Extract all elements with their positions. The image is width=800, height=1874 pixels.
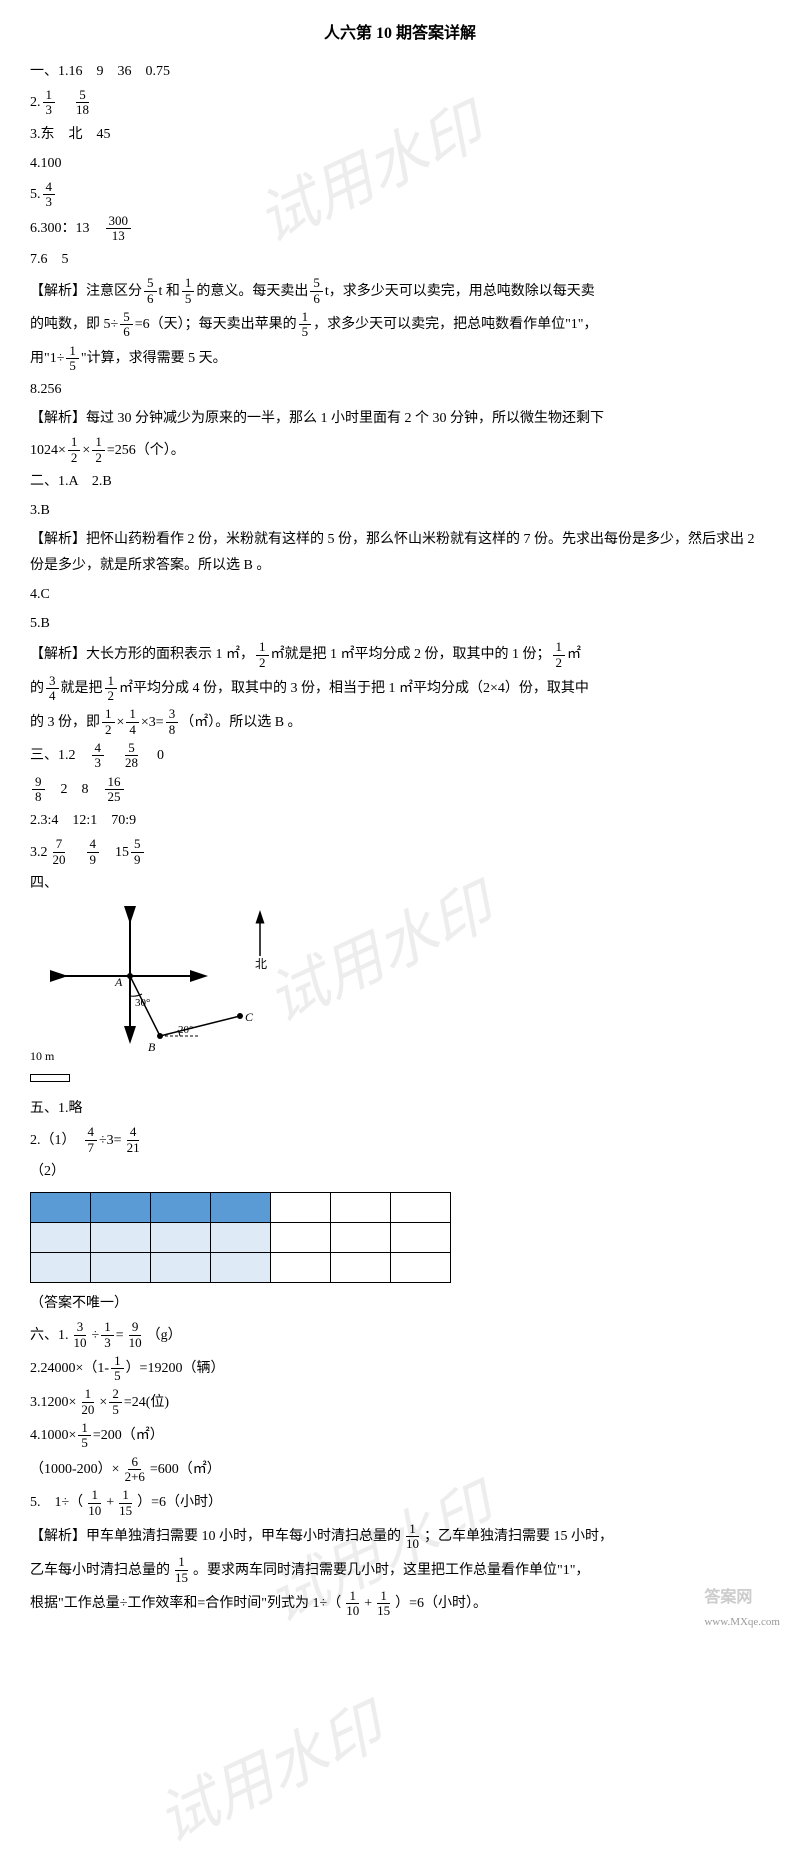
svg-text:B: B	[148, 1040, 156, 1054]
table-row	[31, 1223, 451, 1253]
table-row	[31, 1253, 451, 1283]
fraction: 30013	[106, 214, 132, 244]
svg-text:A: A	[114, 975, 123, 989]
s1-q2: 2. 13 518	[30, 88, 770, 118]
scale-bar-icon	[30, 1074, 70, 1082]
s1-q7: 7.6 5	[30, 247, 770, 272]
s1-q7-exp1: 【解析】注意区分 56 t 和 15 的意义。每天卖出 56 t，求多少天可以卖…	[30, 276, 770, 306]
table-row	[31, 1193, 451, 1223]
s4-label: 四、	[30, 871, 770, 896]
s6-q5-exp1: 【解析】甲车单独清扫需要 10 小时，甲车每小时清扫总量的 110 ；乙车单独清…	[30, 1522, 770, 1552]
s1-q7-exp2: 的吨数，即 5÷ 56 =6（天）；每天卖出苹果的 15 ，求多少天可以卖完，把…	[30, 310, 770, 340]
page-title: 人六第 10 期答案详解	[30, 20, 770, 49]
text: 5.	[30, 182, 41, 207]
s3-q2: 2.3:4 12:1 70:9	[30, 808, 770, 833]
svg-text:30°: 30°	[135, 997, 150, 1009]
s1-q1: 一、1.16 9 36 0.75	[30, 59, 770, 84]
s2-q5-exp2: 的 34 就是把 12 ㎡平均分成 4 份，取其中的 3 份，相当于把 1 ㎡平…	[30, 674, 770, 704]
answer-table	[30, 1192, 451, 1283]
text: 6.300：13	[30, 216, 104, 241]
fraction: 13	[43, 88, 56, 118]
s2-q4: 4.C	[30, 582, 770, 607]
s6-q5: 5. 1÷（ 110 + 115 ）=6（小时）	[30, 1488, 770, 1518]
direction-diagram: 北 A B 30° C 20° 10 m	[30, 906, 330, 1086]
diagram-svg: 北 A B 30° C 20°	[30, 906, 330, 1086]
text: 2.	[30, 90, 41, 115]
s1-q6: 6.300：13 30013	[30, 214, 770, 244]
s5-q2-1: 2.（1） 47 ÷3= 421	[30, 1125, 770, 1155]
s6-q4b: （1000-200）× 62+6 =600（㎡）	[30, 1455, 770, 1485]
s3-q3: 3.2 720 49 15 59	[30, 837, 770, 867]
svg-text:C: C	[245, 1010, 254, 1024]
s1-q7-exp3: 用"1÷ 15 "计算，求得需要 5 天。	[30, 344, 770, 374]
s3-q1b: 98 2 8 1625	[30, 775, 770, 805]
s6-q5-exp2: 乙车每小时清扫总量的 115 。要求两车同时清扫需要几小时，这里把工作总量看作单…	[30, 1555, 770, 1585]
s1-q8-exp1: 【解析】每过 30 分钟减少为原来的一半，那么 1 小时里面有 2 个 30 分…	[30, 406, 770, 431]
s5-q2-2: （2）	[30, 1159, 770, 1184]
s1-q4: 4.100	[30, 151, 770, 176]
s1-q3: 3.东 北 45	[30, 122, 770, 147]
s5-note: （答案不唯一）	[30, 1291, 770, 1316]
watermark-4: 试用水印	[138, 1674, 401, 1873]
s1-q8: 8.256	[30, 377, 770, 402]
s3-q1a: 三、1.2 43 528 0	[30, 741, 770, 771]
s2-q3-exp: 【解析】把怀山药粉看作 2 份，米粉就有这样的 5 份，那么怀山米粉就有这样的 …	[30, 527, 770, 577]
s6-q5-exp3: 根据"工作总量÷工作效率和=合作时间"列式为 1÷（ 110 + 115 ）=6…	[30, 1589, 770, 1619]
s1-q8-exp2: 1024× 12 × 12 =256（个）。	[30, 435, 770, 465]
fraction: 43	[43, 180, 56, 210]
scale-label: 10 m	[30, 1046, 70, 1089]
s2-q5-exp1: 【解析】大长方形的面积表示 1 ㎡， 12 ㎡就是把 1 ㎡平均分成 2 份，取…	[30, 640, 770, 670]
s5-q1: 五、1.略	[30, 1096, 770, 1121]
s2-q12: 二、1.A 2.B	[30, 469, 770, 494]
s6-q2: 2.24000×（1- 15 ）=19200（辆）	[30, 1354, 770, 1384]
s2-q5: 5.B	[30, 611, 770, 636]
s6-q4a: 4.1000× 15 =200（㎡）	[30, 1421, 770, 1451]
s2-q5-exp3: 的 3 份，即 12 × 14 ×3= 38 （㎡）。所以选 B 。	[30, 707, 770, 737]
svg-text:20°: 20°	[178, 1024, 193, 1036]
s6-q3: 3.1200× 120 × 25 =24(位)	[30, 1387, 770, 1417]
s2-q3: 3.B	[30, 498, 770, 523]
s6-q1: 六、1. 310 ÷ 13 = 910 （g）	[30, 1320, 770, 1350]
s1-q5: 5. 43	[30, 180, 770, 210]
north-label: 北	[255, 957, 267, 971]
fraction: 518	[73, 88, 92, 118]
